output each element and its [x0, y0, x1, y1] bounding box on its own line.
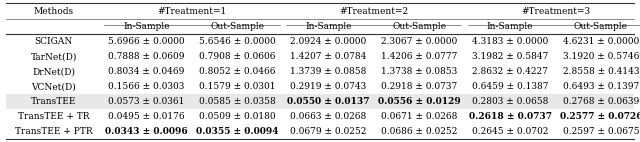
Text: 0.0573 ± 0.0361: 0.0573 ± 0.0361	[108, 97, 185, 106]
Text: 0.1579 ± 0.0301: 0.1579 ± 0.0301	[199, 82, 276, 91]
Text: 2.8558 ± 0.4143: 2.8558 ± 0.4143	[563, 67, 639, 76]
Text: 3.1920 ± 0.5746: 3.1920 ± 0.5746	[563, 52, 639, 61]
Text: 0.0671 ± 0.0268: 0.0671 ± 0.0268	[381, 112, 458, 121]
Text: 5.6966 ± 0.0000: 5.6966 ± 0.0000	[108, 37, 185, 46]
Text: 0.0585 ± 0.0358: 0.0585 ± 0.0358	[199, 97, 276, 106]
Text: 0.2768 ± 0.0639: 0.2768 ± 0.0639	[563, 97, 639, 106]
Text: TransTEE + PTR: TransTEE + PTR	[15, 127, 93, 136]
Text: #Treatment=2: #Treatment=2	[339, 7, 408, 15]
Text: 0.0550 ± 0.0137: 0.0550 ± 0.0137	[287, 97, 369, 106]
Text: 0.7908 ± 0.0606: 0.7908 ± 0.0606	[199, 52, 276, 61]
Text: 0.7888 ± 0.0609: 0.7888 ± 0.0609	[108, 52, 185, 61]
Text: In-Sample: In-Sample	[124, 22, 170, 31]
Text: 0.8052 ± 0.0466: 0.8052 ± 0.0466	[199, 67, 276, 76]
Text: 0.6493 ± 0.1397: 0.6493 ± 0.1397	[563, 82, 639, 91]
Text: SCIGAN: SCIGAN	[35, 37, 73, 46]
Text: 1.3738 ± 0.0853: 1.3738 ± 0.0853	[381, 67, 458, 76]
Text: 0.2577 ± 0.0726: 0.2577 ± 0.0726	[559, 112, 640, 121]
Text: 0.8034 ± 0.0469: 0.8034 ± 0.0469	[108, 67, 185, 76]
Text: #Treatment=3: #Treatment=3	[521, 7, 590, 15]
Text: 1.4206 ± 0.0777: 1.4206 ± 0.0777	[381, 52, 458, 61]
Bar	[6, 94, 634, 109]
Text: 0.2645 ± 0.0702: 0.2645 ± 0.0702	[472, 127, 548, 136]
Text: 2.3067 ± 0.0000: 2.3067 ± 0.0000	[381, 37, 458, 46]
Text: DrNet(D): DrNet(D)	[32, 67, 76, 76]
Text: 0.6459 ± 0.1387: 0.6459 ± 0.1387	[472, 82, 548, 91]
Text: 0.2618 ± 0.0737: 0.2618 ± 0.0737	[468, 112, 552, 121]
Text: Out-Sample: Out-Sample	[211, 22, 264, 31]
Text: 0.0355 ± 0.0094: 0.0355 ± 0.0094	[196, 127, 278, 136]
Text: 4.6231 ± 0.0000: 4.6231 ± 0.0000	[563, 37, 639, 46]
Text: 1.3739 ± 0.0858: 1.3739 ± 0.0858	[290, 67, 367, 76]
Text: 2.8632 ± 0.4227: 2.8632 ± 0.4227	[472, 67, 548, 76]
Text: Out-Sample: Out-Sample	[574, 22, 628, 31]
Text: 0.0663 ± 0.0268: 0.0663 ± 0.0268	[290, 112, 367, 121]
Text: TransTEE: TransTEE	[31, 97, 77, 106]
Text: 2.0924 ± 0.0000: 2.0924 ± 0.0000	[290, 37, 367, 46]
Text: 1.4207 ± 0.0784: 1.4207 ± 0.0784	[290, 52, 367, 61]
Text: TarNet(D): TarNet(D)	[31, 52, 77, 61]
Text: 3.1982 ± 0.5847: 3.1982 ± 0.5847	[472, 52, 548, 61]
Text: 0.0679 ± 0.0252: 0.0679 ± 0.0252	[290, 127, 367, 136]
Text: 0.0686 ± 0.0252: 0.0686 ± 0.0252	[381, 127, 458, 136]
Text: 0.0343 ± 0.0096: 0.0343 ± 0.0096	[105, 127, 188, 136]
Text: In-Sample: In-Sample	[305, 22, 351, 31]
Text: 0.1566 ± 0.0303: 0.1566 ± 0.0303	[108, 82, 185, 91]
Text: VCNet(D): VCNet(D)	[31, 82, 76, 91]
Text: 0.0509 ± 0.0180: 0.0509 ± 0.0180	[199, 112, 276, 121]
Text: 0.2597 ± 0.0675: 0.2597 ± 0.0675	[563, 127, 639, 136]
Text: In-Sample: In-Sample	[487, 22, 533, 31]
Text: #Treatment=1: #Treatment=1	[157, 7, 227, 15]
Text: TransTEE + TR: TransTEE + TR	[18, 112, 90, 121]
Text: 0.2919 ± 0.0743: 0.2919 ± 0.0743	[290, 82, 367, 91]
Text: Methods: Methods	[34, 7, 74, 15]
Text: 0.2918 ± 0.0737: 0.2918 ± 0.0737	[381, 82, 458, 91]
Text: 0.0495 ± 0.0176: 0.0495 ± 0.0176	[108, 112, 185, 121]
Text: 5.6546 ± 0.0000: 5.6546 ± 0.0000	[199, 37, 276, 46]
Text: 0.0556 ± 0.0129: 0.0556 ± 0.0129	[378, 97, 461, 106]
Text: Out-Sample: Out-Sample	[392, 22, 446, 31]
Text: 0.2803 ± 0.0658: 0.2803 ± 0.0658	[472, 97, 548, 106]
Text: 4.3183 ± 0.0000: 4.3183 ± 0.0000	[472, 37, 548, 46]
